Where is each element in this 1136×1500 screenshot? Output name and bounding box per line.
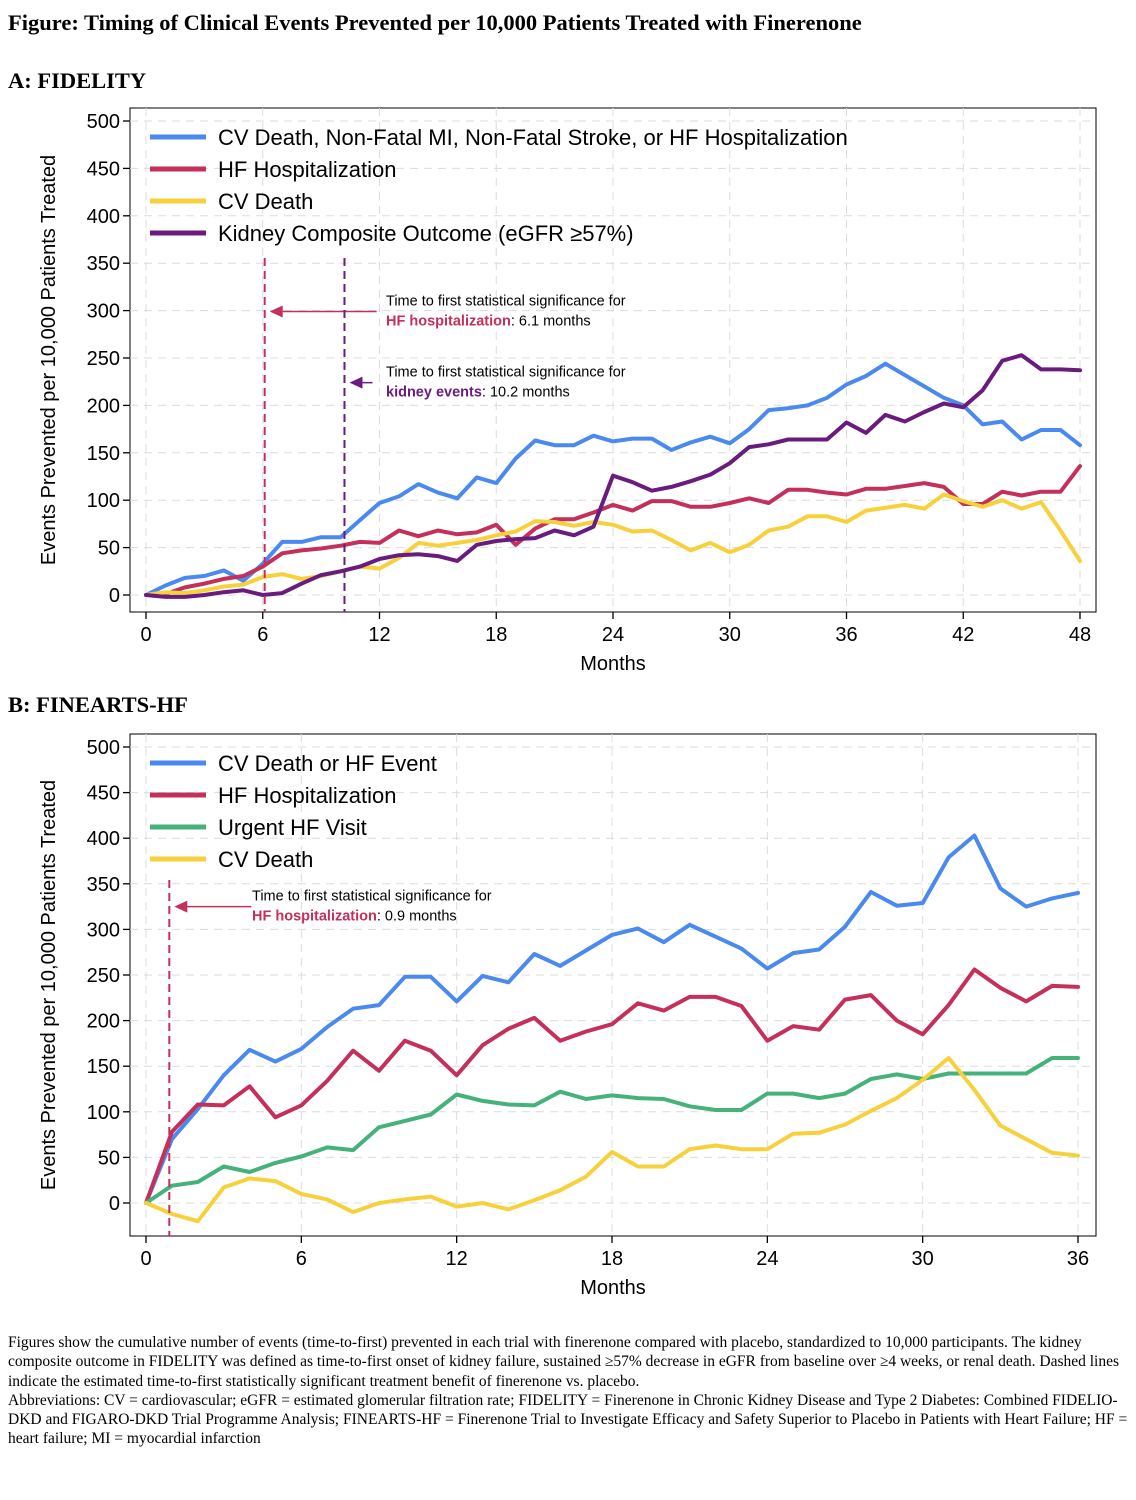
series-line-1 — [144, 361, 1082, 597]
series-line-2 — [144, 967, 1080, 1205]
series-line-3 — [144, 492, 1082, 597]
footnote-abbreviations: Abbreviations: CV = cardiovascular; eGFR… — [8, 1391, 1128, 1448]
y-tick-label: 50 — [98, 1147, 120, 1169]
chart-finearts-hf: 0 50 100 150 200 250 300 350 400 450 500 0 6 12 18 24 30… — [38, 733, 1097, 1299]
x-tick-label: 18 — [485, 624, 507, 646]
figure-footnote: Figures show the cumulative number of ev… — [8, 1333, 1128, 1449]
y-tick-label: 400 — [87, 206, 120, 228]
annotation-text: Time to first statistical significance f… — [386, 365, 626, 381]
y-tick-label: 450 — [87, 783, 120, 805]
annotation-text: Time to first statistical significance f… — [252, 889, 492, 905]
annotation-text: kidney events: 10.2 months — [386, 385, 570, 401]
annotation-bold: HF hospitalization — [252, 909, 377, 925]
series-line-4 — [144, 1056, 1080, 1224]
y-tick-label: 150 — [87, 1056, 120, 1078]
y-axis-label: Events Prevented per 10,000 Patients Tre… — [38, 780, 60, 1190]
y-tick-label: 500 — [87, 111, 120, 133]
panel-b-label: B: FINEARTS-HF — [8, 692, 188, 717]
y-tick-label: 450 — [87, 158, 120, 180]
y-tick-label: 150 — [87, 443, 120, 465]
x-tick-label: 6 — [296, 1248, 307, 1270]
x-tick-label: 30 — [912, 1248, 934, 1270]
y-tick-label: 250 — [87, 965, 120, 987]
annotation-text: HF hospitalization: 6.1 months — [386, 314, 591, 330]
series-line-4 — [144, 353, 1082, 599]
annotation-text: Time to first statistical significance f… — [386, 294, 626, 310]
y-tick-label: 50 — [98, 538, 120, 560]
annotation-arrow-head — [349, 376, 363, 389]
annotation-rest: : 6.1 months — [511, 314, 591, 330]
legend-entry: CV Death or HF Event — [218, 751, 437, 776]
y-tick-label: 0 — [109, 585, 120, 607]
legend-entry: CV Death — [218, 189, 313, 214]
x-tick-label: 18 — [601, 1248, 623, 1270]
y-tick-label: 300 — [87, 919, 120, 941]
x-tick-label: 12 — [368, 624, 390, 646]
y-tick-label: 200 — [87, 395, 120, 417]
annotation-arrow-head — [269, 305, 283, 318]
y-tick-label: 350 — [87, 253, 120, 275]
x-tick-label: 36 — [835, 624, 857, 646]
x-tick-label: 12 — [446, 1248, 468, 1270]
y-tick-label: 350 — [87, 874, 120, 896]
plot-frame — [129, 733, 1097, 1237]
x-axis-label: Months — [580, 653, 646, 675]
panel-a-label: A: FIDELITY — [8, 68, 147, 93]
legend-entry: CV Death — [218, 847, 313, 872]
x-tick-label: 6 — [257, 624, 268, 646]
y-tick-label: 200 — [87, 1011, 120, 1033]
annotation-rest: : 10.2 months — [482, 385, 570, 401]
x-tick-label: 24 — [756, 1248, 778, 1270]
legend-entry: HF Hospitalization — [218, 157, 397, 182]
y-axis-label: Events Prevented per 10,000 Patients Tre… — [38, 155, 60, 565]
annotation-rest: : 0.9 months — [377, 909, 457, 925]
y-tick-label: 0 — [109, 1193, 120, 1215]
x-tick-label: 30 — [719, 624, 741, 646]
annotation-bold: HF hospitalization — [386, 314, 511, 330]
footnote-description: Figures show the cumulative number of ev… — [8, 1334, 1120, 1390]
x-tick-label: 0 — [140, 1248, 151, 1270]
y-tick-label: 300 — [87, 301, 120, 323]
annotation-bold: kidney events — [386, 385, 482, 401]
y-tick-label: 100 — [87, 1102, 120, 1124]
legend-entry: HF Hospitalization — [218, 783, 397, 808]
x-tick-label: 24 — [602, 624, 624, 646]
x-tick-label: 0 — [140, 624, 151, 646]
legend-entry: CV Death, Non-Fatal MI, Non-Fatal Stroke… — [218, 125, 848, 150]
legend-entry: Urgent HF Visit — [218, 815, 367, 840]
y-tick-label: 500 — [87, 737, 120, 759]
x-axis-label: Months — [580, 1277, 646, 1299]
y-tick-label: 400 — [87, 828, 120, 850]
series-line-2 — [144, 464, 1082, 597]
annotation-arrow-head — [174, 900, 188, 913]
x-tick-label: 36 — [1067, 1248, 1089, 1270]
chart-fidelity: 0 50 100 150 200 250 300 350 400 450 500 0 6 12 18 24 30… — [38, 107, 1097, 675]
y-tick-label: 250 — [87, 348, 120, 370]
annotation-text: HF hospitalization: 0.9 months — [252, 909, 457, 925]
y-tick-label: 100 — [87, 490, 120, 512]
figure-title: Figure: Timing of Clinical Events Preven… — [8, 10, 862, 35]
legend-entry: Kidney Composite Outcome (eGFR ≥57%) — [218, 221, 634, 246]
x-tick-label: 48 — [1069, 624, 1091, 646]
x-tick-label: 42 — [952, 624, 974, 646]
series-line-1 — [144, 833, 1080, 1205]
